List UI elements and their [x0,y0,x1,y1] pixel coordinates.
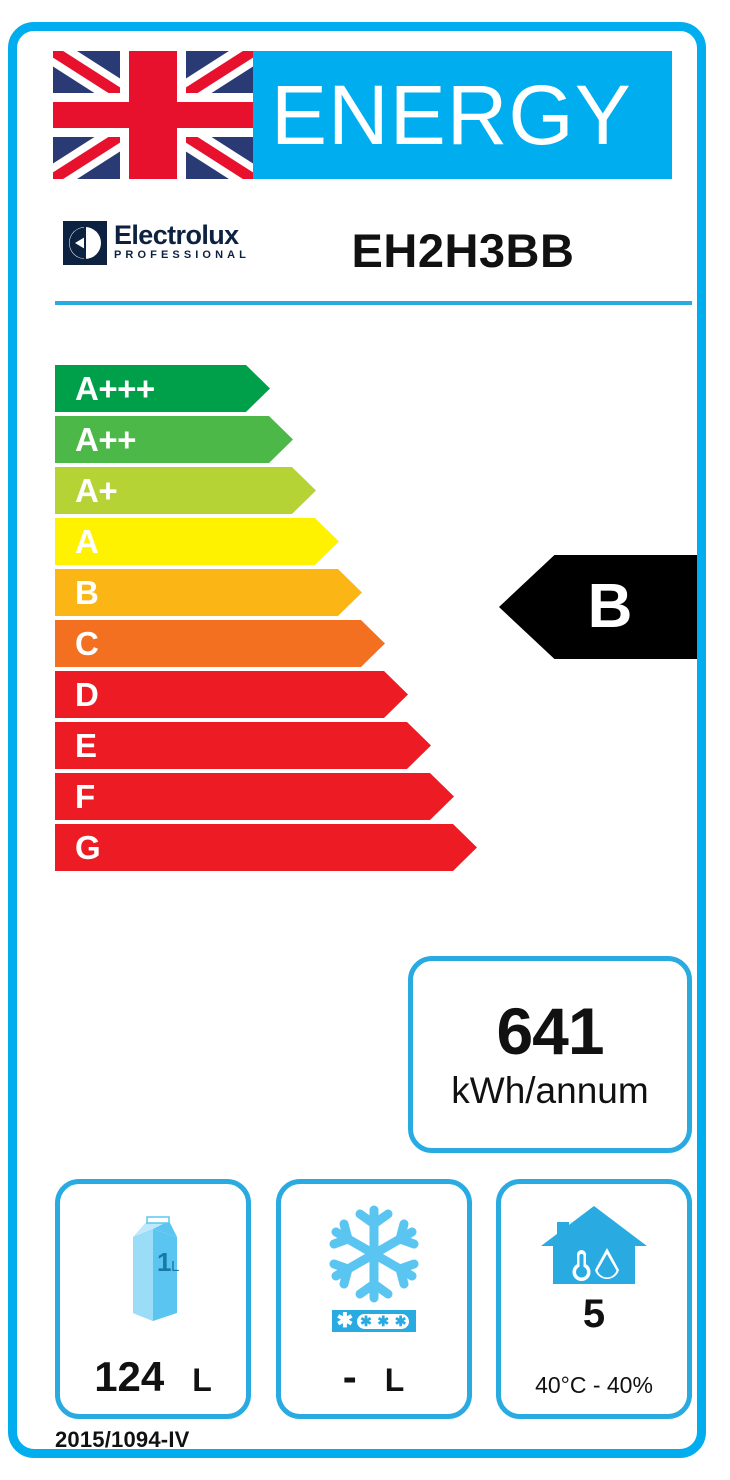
energy-class-arrow: D [55,671,408,718]
uk-flag-icon [53,51,253,179]
freezer-volume-value-area: - L [281,1355,467,1402]
energy-class-label: F [75,778,95,815]
freezer-icon-area: ✱ ✱ ✱ ✱ [281,1192,467,1342]
fridge-volume-unit: L [192,1362,212,1398]
freezer-volume-value: - [342,1353,357,1400]
energy-class-arrow: G [55,824,477,871]
climate-class-value: 5 [582,1292,606,1336]
energy-class-row-F: F [55,773,475,820]
svg-text:L: L [171,1258,179,1275]
label-header: ENERGY [53,51,672,179]
badge-star-2: ✱ [377,1313,390,1329]
energy-class-row-G: G [55,824,477,871]
energy-class-label: A+ [75,472,118,509]
consumption-value: 641 [496,993,604,1068]
energy-class-row-B: B [55,569,475,616]
svg-text:1: 1 [157,1247,171,1277]
energy-class-arrow: C [55,620,385,667]
energy-class-arrow: A++ [55,416,293,463]
energy-class-arrow: F [55,773,454,820]
energy-class-arrow: A [55,518,339,565]
climate-range: 40°C - 40% [535,1372,653,1398]
regulation-reference: 2015/1094-IV [55,1427,190,1452]
energy-class-row-A: A [55,518,475,565]
energy-banner: ENERGY [253,51,672,179]
freezer-volume-box: ✱ ✱ ✱ ✱ - L [275,1179,472,1419]
freezer-star-rating-icon: ✱ ✱ ✱ ✱ [331,1310,416,1332]
badge-star-3: ✱ [394,1313,407,1329]
energy-class-label: B [75,574,99,611]
energy-class-arrow: B [55,569,362,616]
energy-label-card: ENERGY Electrolux PROFESSIONAL EH2H3BB A… [8,22,706,1458]
brand-name: Electrolux [114,220,239,250]
climate-class-box: 5 40°C - 40% [496,1179,692,1419]
energy-class-label: A++ [75,421,136,458]
energy-class-label: A+++ [75,370,155,407]
badge-star-pill: ✱ ✱ ✱ [357,1313,410,1329]
energy-class-row-E: E [55,722,475,769]
energy-class-arrow: A+ [55,467,316,514]
energy-class-label: E [75,727,97,764]
energy-class-row-Aplus: A+ [55,467,475,514]
badge-star-single: ✱ [336,1310,354,1332]
badge-star-1: ✱ [360,1313,372,1329]
energy-class-row-C: C [55,620,475,667]
consumption-unit: kWh/annum [451,1069,649,1111]
energy-class-ladder: A+++ A++ A+ A B C D E F G [55,365,477,875]
info-boxes-row: 1 L 124 L [55,1179,692,1419]
energy-class-label: A [75,523,99,560]
fridge-volume-value: 124 [94,1353,165,1400]
header-divider [55,301,692,305]
brand-subtitle: PROFESSIONAL [114,249,250,261]
rating-grade: B [587,572,633,641]
energy-class-row-Aplusplus: A++ [55,416,475,463]
house-climate-icon [541,1206,647,1284]
freezer-volume-unit: L [384,1362,405,1398]
electrolux-mark-icon [63,221,107,265]
milk-carton-icon: 1 L [60,1192,246,1342]
energy-class-arrow: E [55,722,431,769]
fridge-volume-value-area: 124 L [60,1355,246,1402]
rating-arrow: B [499,555,697,659]
energy-class-arrow: A+++ [55,365,270,412]
electrolux-logo-icon: Electrolux PROFESSIONAL [63,221,250,265]
energy-class-label: C [75,625,99,662]
energy-class-label: D [75,676,99,713]
energy-class-row-D: D [55,671,475,718]
energy-class-row-Aplusplusplus: A+++ [55,365,475,412]
snowflake-icon [329,1205,418,1303]
brand-row: Electrolux PROFESSIONAL EH2H3BB [53,209,672,301]
consumption-box: 641 kWh/annum [408,956,692,1153]
banner-title: ENERGY [271,68,632,162]
fridge-volume-box: 1 L 124 L [55,1179,251,1419]
model-name: EH2H3BB [351,224,575,277]
climate-icon-area: 5 [501,1192,687,1342]
energy-class-label: G [75,829,101,866]
